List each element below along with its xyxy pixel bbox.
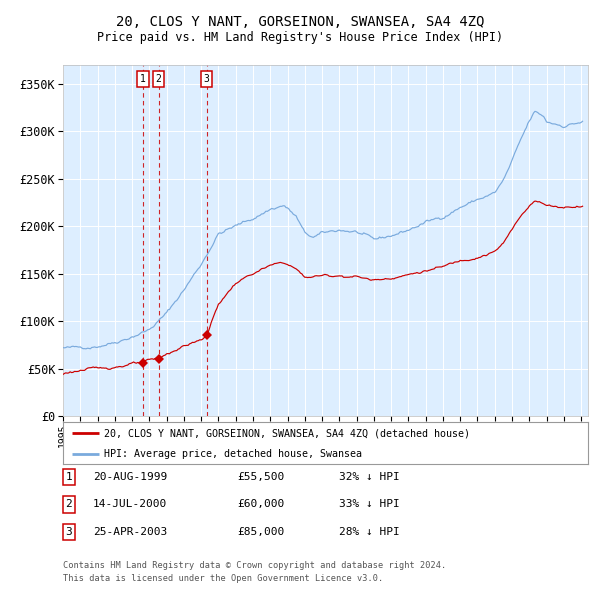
Text: £60,000: £60,000 — [237, 500, 284, 509]
Text: 33% ↓ HPI: 33% ↓ HPI — [339, 500, 400, 509]
Text: 2: 2 — [65, 500, 73, 509]
Text: 20, CLOS Y NANT, GORSEINON, SWANSEA, SA4 4ZQ (detached house): 20, CLOS Y NANT, GORSEINON, SWANSEA, SA4… — [104, 428, 470, 438]
Text: 1: 1 — [140, 74, 146, 84]
Text: 25-APR-2003: 25-APR-2003 — [93, 527, 167, 537]
Text: 2: 2 — [155, 74, 161, 84]
Text: 3: 3 — [65, 527, 73, 537]
Text: Contains HM Land Registry data © Crown copyright and database right 2024.: Contains HM Land Registry data © Crown c… — [63, 561, 446, 570]
Text: Price paid vs. HM Land Registry's House Price Index (HPI): Price paid vs. HM Land Registry's House … — [97, 31, 503, 44]
Text: 32% ↓ HPI: 32% ↓ HPI — [339, 472, 400, 481]
Text: £55,500: £55,500 — [237, 472, 284, 481]
Text: HPI: Average price, detached house, Swansea: HPI: Average price, detached house, Swan… — [104, 449, 362, 458]
Text: 3: 3 — [203, 74, 209, 84]
Text: 14-JUL-2000: 14-JUL-2000 — [93, 500, 167, 509]
Text: 28% ↓ HPI: 28% ↓ HPI — [339, 527, 400, 537]
Text: 20, CLOS Y NANT, GORSEINON, SWANSEA, SA4 4ZQ: 20, CLOS Y NANT, GORSEINON, SWANSEA, SA4… — [116, 15, 484, 30]
Text: £85,000: £85,000 — [237, 527, 284, 537]
Text: 20-AUG-1999: 20-AUG-1999 — [93, 472, 167, 481]
Text: This data is licensed under the Open Government Licence v3.0.: This data is licensed under the Open Gov… — [63, 574, 383, 583]
Text: 1: 1 — [65, 472, 73, 481]
